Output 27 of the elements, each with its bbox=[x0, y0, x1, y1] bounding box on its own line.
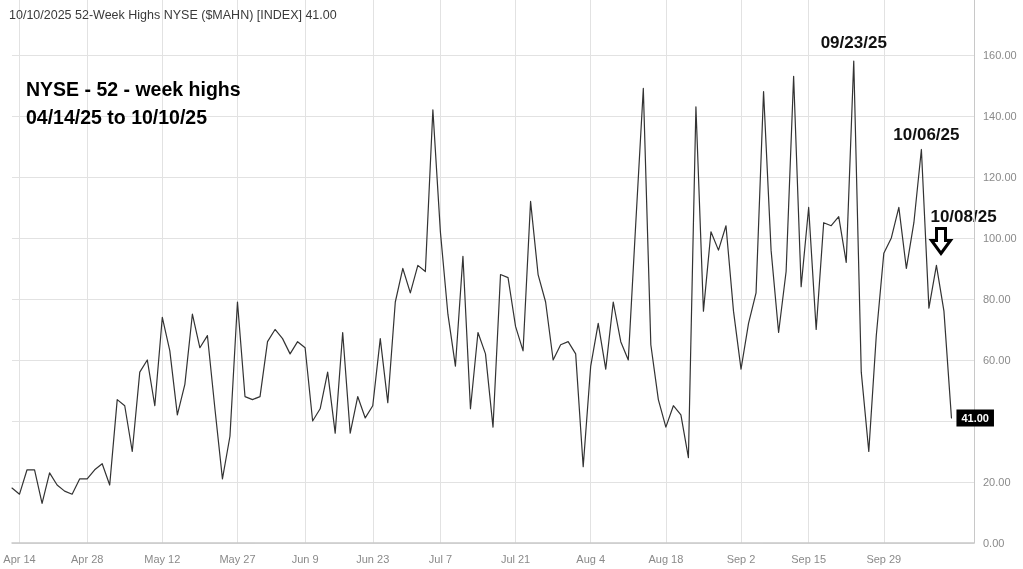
x-tick-label: Jul 21 bbox=[500, 552, 531, 565]
x-tick-label: Apr 14 bbox=[3, 552, 36, 565]
y-tick-label: 160.00 bbox=[983, 48, 1017, 61]
y-tick-label: 20.00 bbox=[983, 475, 1011, 488]
y-tick-label: 140.00 bbox=[983, 109, 1017, 122]
annotation: 10/06/25 bbox=[893, 125, 960, 145]
x-tick-label: Aug 18 bbox=[648, 552, 684, 565]
x-tick-label: Apr 28 bbox=[70, 552, 104, 565]
text: 10/10/2025 52-Week Highs NYSE ($MAHN) [INDEX] 41.00 bbox=[9, 7, 337, 22]
x-tick-label: Jun 9 bbox=[291, 552, 319, 565]
annotation: 09/23/25 bbox=[820, 33, 887, 53]
y-tick-label: 120.00 bbox=[983, 170, 1017, 183]
x-tick-label: May 27 bbox=[219, 552, 256, 565]
data-label: 41.00 bbox=[961, 411, 989, 424]
x-tick-label: Sep 2 bbox=[726, 552, 756, 565]
y-tick-label: 60.00 bbox=[983, 353, 1011, 366]
x-tick-label: Jun 23 bbox=[356, 552, 390, 565]
x-tick-label: Sep 15 bbox=[791, 552, 827, 565]
x-tick-label: Aug 4 bbox=[576, 552, 606, 565]
y-tick-label: 100.00 bbox=[983, 231, 1017, 244]
text: NYSE - 52 - week highs 04/14/25 to 10/10/25 bbox=[26, 78, 241, 128]
x-tick-label: Sep 29 bbox=[866, 552, 902, 565]
y-tick-label: 80.00 bbox=[983, 292, 1011, 305]
annotation: 10/08/25 bbox=[930, 207, 997, 227]
y-tick-label: 0.00 bbox=[983, 537, 1005, 549]
x-tick-label: Jul 7 bbox=[428, 552, 453, 565]
x-tick-label: May 12 bbox=[144, 552, 181, 565]
